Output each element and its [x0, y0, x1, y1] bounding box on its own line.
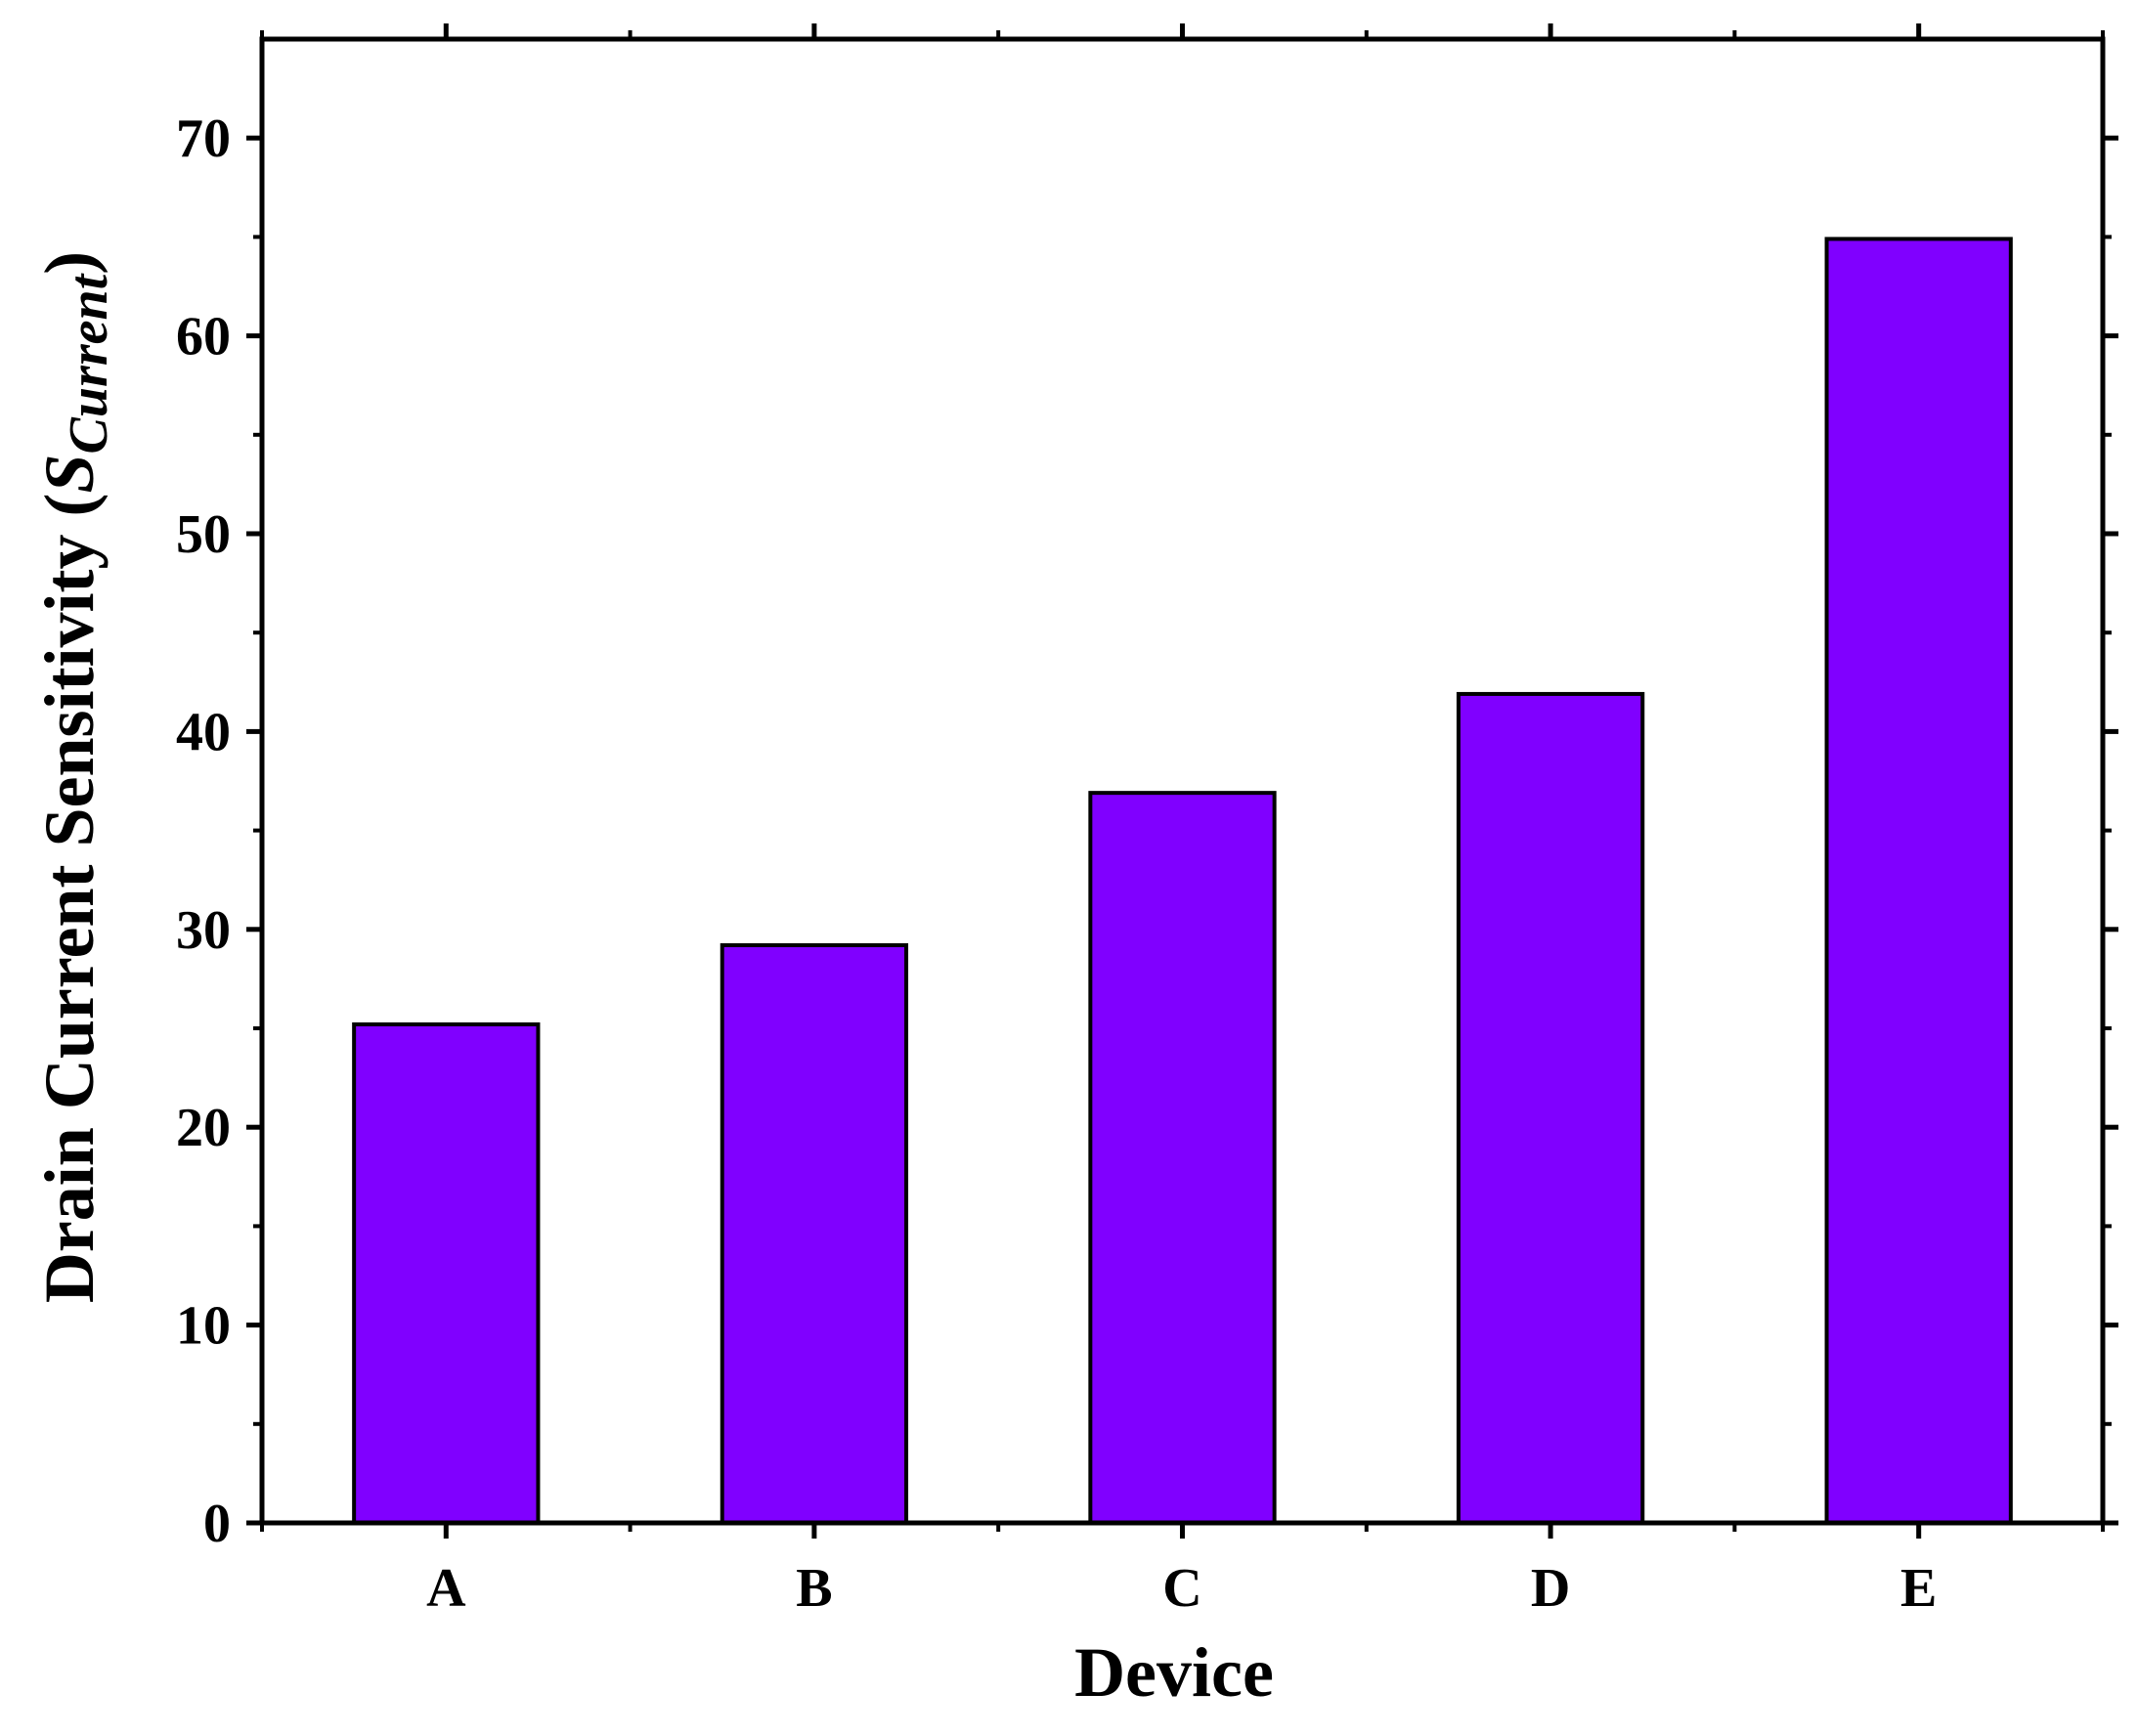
x-axis-title: Device — [1074, 1633, 1274, 1712]
y-axis-title-subscript: Current — [59, 273, 119, 454]
y-axis-title: Drain Current Sensitivity (SCurrent) — [30, 251, 119, 1303]
y-tick-label: 40 — [176, 702, 231, 762]
y-axis-title-close: ) — [30, 251, 109, 275]
x-tick-label-e: E — [1900, 1558, 1937, 1619]
x-tick-label-a: A — [426, 1558, 466, 1619]
y-tick-label: 50 — [176, 504, 231, 565]
y-axis-title-main: Drain Current Sensitivity ( — [30, 494, 109, 1304]
bar-e — [1824, 237, 2013, 1526]
x-tick-label-c: C — [1162, 1558, 1201, 1619]
bar-c — [1088, 791, 1277, 1525]
bar-d — [1456, 691, 1645, 1525]
y-tick-label: 10 — [176, 1296, 231, 1357]
y-axis-title-symbol: S — [30, 454, 109, 493]
y-tick-label: 20 — [176, 1098, 231, 1158]
tick-labels: 0 10 20 30 40 50 60 70 A B C D E — [176, 108, 1937, 1619]
y-tick-label: 70 — [176, 108, 231, 169]
bars — [352, 237, 2013, 1526]
y-tick-label: 30 — [176, 900, 231, 961]
bar-a — [352, 1021, 541, 1526]
bar-b — [720, 942, 909, 1525]
x-tick-label-b: B — [796, 1558, 832, 1619]
y-tick-label: 0 — [203, 1494, 231, 1554]
y-tick-label: 60 — [176, 307, 231, 368]
ticks — [246, 23, 2118, 1539]
x-tick-label-d: D — [1531, 1558, 1570, 1619]
